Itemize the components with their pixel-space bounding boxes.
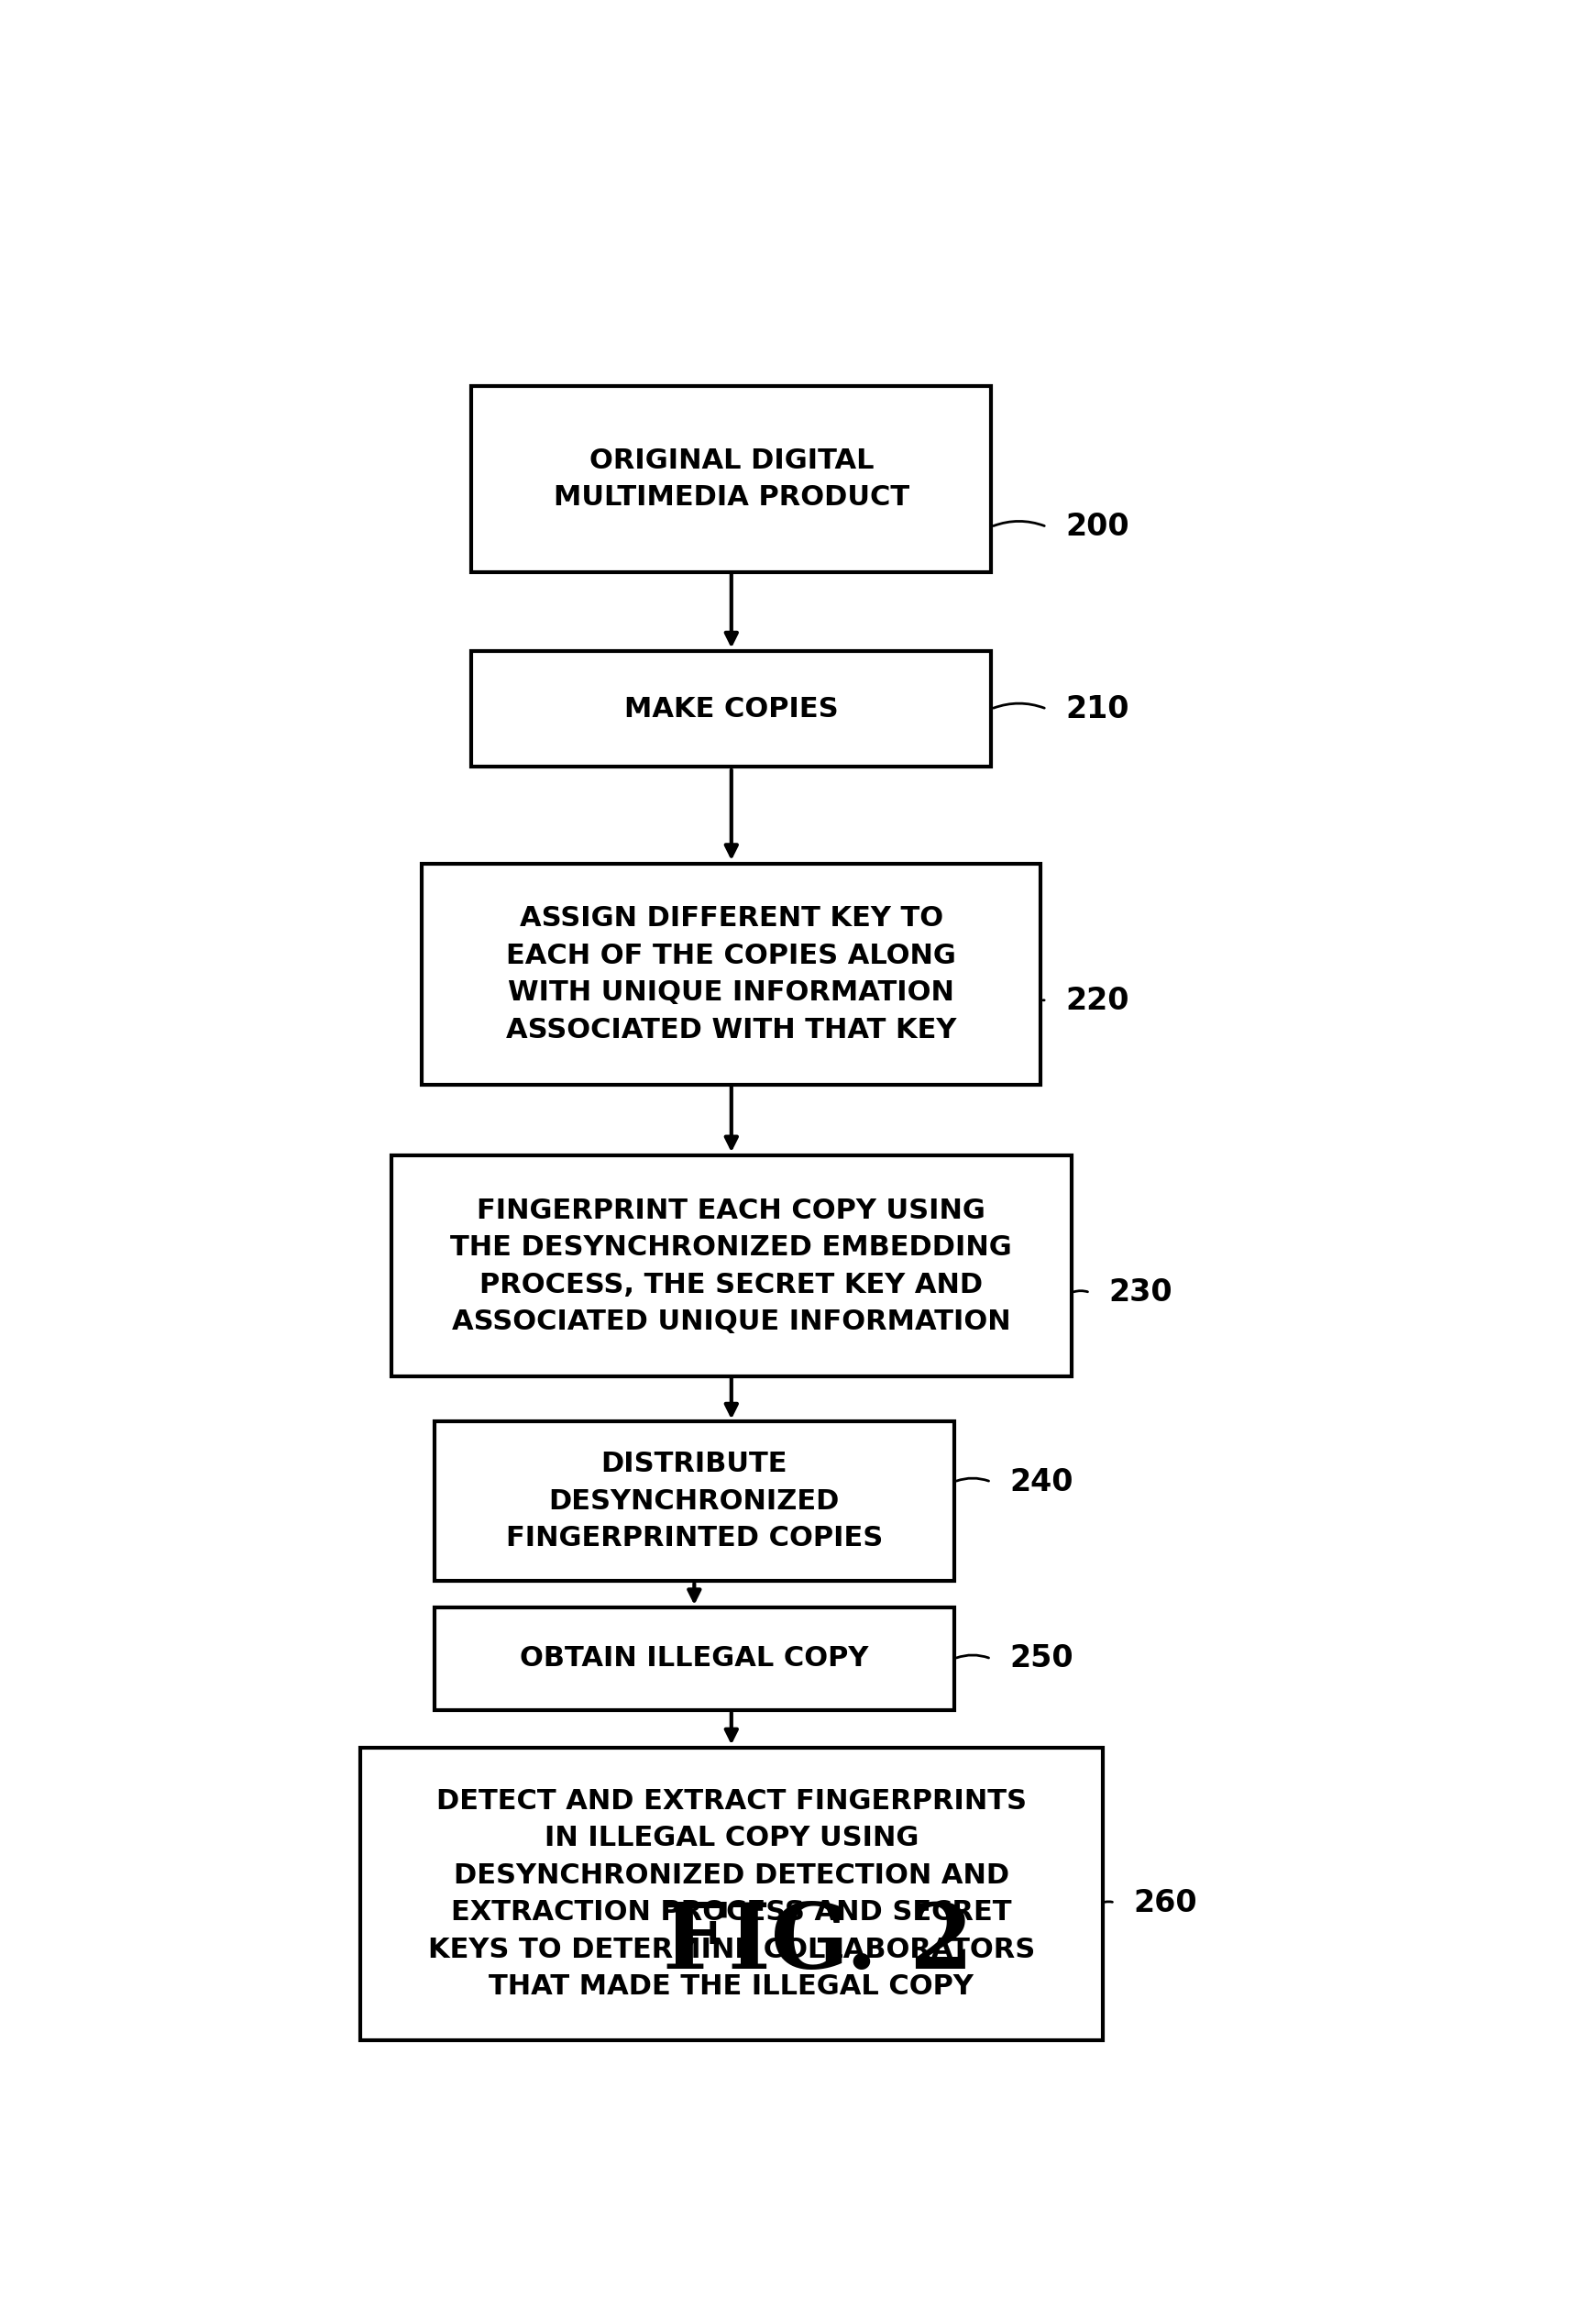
Text: 230: 230 [1109,1277,1173,1307]
Text: 200: 200 [1066,512,1128,542]
Bar [391,1155,1071,1376]
Bar [472,652,991,767]
Text: 250: 250 [1010,1645,1074,1675]
Bar [434,1608,954,1709]
Bar [421,864,1041,1084]
Text: ASSIGN DIFFERENT KEY TO
EACH OF THE COPIES ALONG
WITH UNIQUE INFORMATION
ASSOCIA: ASSIGN DIFFERENT KEY TO EACH OF THE COPI… [506,905,956,1043]
Text: DISTRIBUTE
DESYNCHRONIZED
FINGERPRINTED COPIES: DISTRIBUTE DESYNCHRONIZED FINGERPRINTED … [506,1452,883,1553]
Text: FIG. 2: FIG. 2 [662,1900,974,1987]
Text: DETECT AND EXTRACT FINGERPRINTS
IN ILLEGAL COPY USING
DESYNCHRONIZED DETECTION A: DETECT AND EXTRACT FINGERPRINTS IN ILLEG… [428,1787,1034,2001]
Text: FINGERPRINT EACH COPY USING
THE DESYNCHRONIZED EMBEDDING
PROCESS, THE SECRET KEY: FINGERPRINT EACH COPY USING THE DESYNCHR… [450,1197,1012,1335]
Text: 220: 220 [1066,985,1128,1015]
Bar [434,1422,954,1580]
Bar [361,1748,1103,2040]
Text: OBTAIN ILLEGAL COPY: OBTAIN ILLEGAL COPY [520,1645,868,1672]
Bar [472,386,991,572]
Text: 210: 210 [1066,694,1128,724]
Text: MAKE COPIES: MAKE COPIES [624,696,838,721]
Text: 240: 240 [1010,1468,1074,1498]
Text: ORIGINAL DIGITAL
MULTIMEDIA PRODUCT: ORIGINAL DIGITAL MULTIMEDIA PRODUCT [554,448,910,510]
Text: 260: 260 [1133,1888,1197,1918]
